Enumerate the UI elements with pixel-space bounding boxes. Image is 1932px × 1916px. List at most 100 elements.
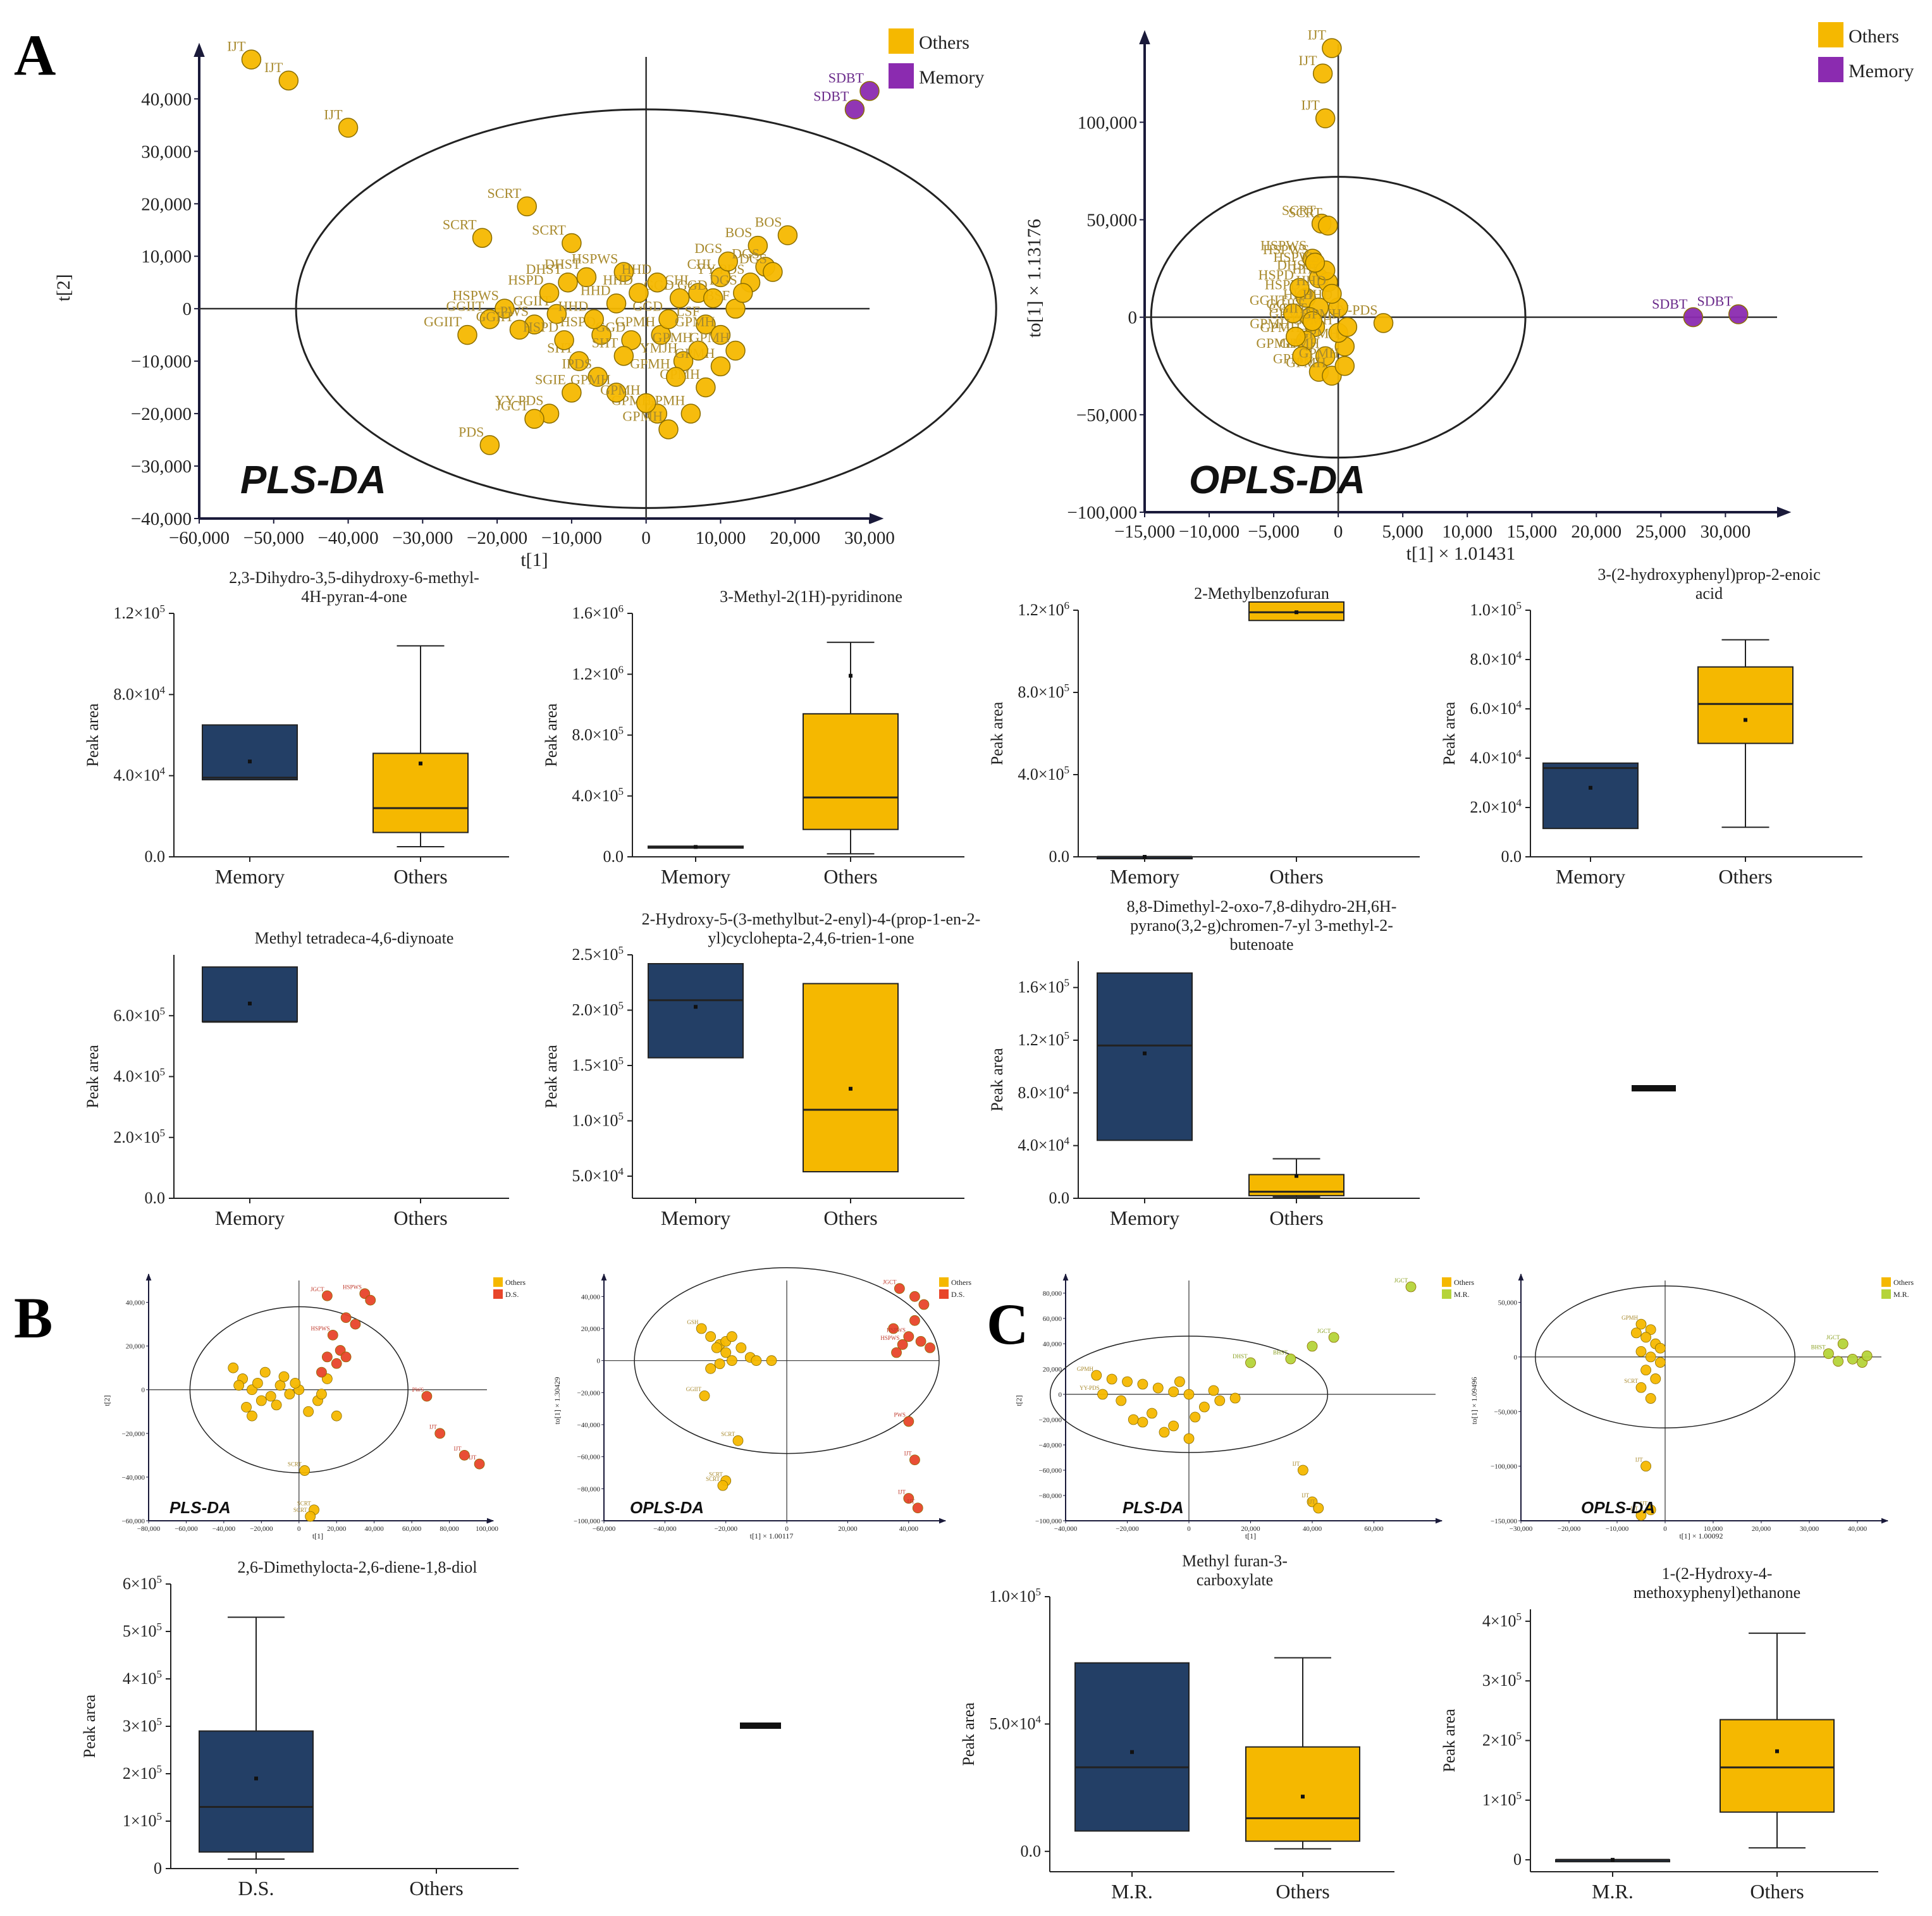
point-others xyxy=(1208,1385,1219,1396)
x-tick-label: −40,000 xyxy=(1054,1525,1078,1533)
x-tick-label: −20,000 xyxy=(1116,1525,1139,1533)
y-tick-exponent: 5 xyxy=(1064,682,1070,694)
point-label-mr: JGCT xyxy=(1317,1328,1331,1334)
point-label-others: GGIIT xyxy=(446,298,484,314)
point-others xyxy=(576,267,597,288)
point-others xyxy=(696,377,716,398)
legend-label-ds: D.S. xyxy=(505,1290,519,1299)
point-others xyxy=(1198,1401,1210,1413)
y-tick-label: 6×105 xyxy=(123,1573,162,1593)
point-others xyxy=(1318,216,1338,236)
y-tick-label: 3×105 xyxy=(123,1716,162,1735)
y-tick-label: 8.0×105 xyxy=(1018,682,1069,701)
y-tick-exponent: 5 xyxy=(157,1716,163,1728)
point-others xyxy=(1315,108,1336,128)
y-tick-label: 20,000 xyxy=(581,1325,601,1333)
y-tick-exponent: 5 xyxy=(1517,1790,1522,1802)
y-tick-exponent: 5 xyxy=(157,1621,163,1633)
point-others xyxy=(316,1389,327,1400)
point-ds xyxy=(421,1391,433,1402)
point-label-others: SCRT xyxy=(443,217,477,233)
y-tick-label: 10,000 xyxy=(141,247,192,267)
y-tick-label: 6.0×104 xyxy=(1470,698,1522,718)
legend-label-others: Others xyxy=(1849,26,1899,47)
legend-swatch-mr xyxy=(1442,1289,1451,1299)
boxplot-A-box1: 0.0 4.0×104 8.0×104 1.2×105 Peak area 2,3-Dih… xyxy=(83,568,509,888)
y-axis-title: Peak area xyxy=(83,1045,102,1108)
x-tick-label: −20,000 xyxy=(250,1525,273,1533)
point-others xyxy=(1322,283,1342,304)
point-others xyxy=(233,1380,245,1391)
y-tick-label: 1×105 xyxy=(123,1810,162,1830)
point-others xyxy=(1635,1346,1647,1357)
point-others xyxy=(1635,1382,1647,1393)
point-others xyxy=(303,1406,314,1417)
x-tick-label: 30,000 xyxy=(1700,522,1750,542)
point-label-memory: SDBT xyxy=(1697,293,1733,309)
point-others xyxy=(766,1355,777,1366)
y-axis-title: Peak area xyxy=(542,703,560,767)
point-label-ds: PWS xyxy=(412,1387,424,1393)
x-tick-label: −20,000 xyxy=(714,1525,737,1533)
plot-title: PLS-DA xyxy=(1123,1498,1184,1517)
point-label-ds: IJT xyxy=(429,1424,437,1430)
mean-marker xyxy=(1589,785,1592,790)
y-tick-label: 80,000 xyxy=(1043,1290,1062,1298)
y-tick-label: 0.0 xyxy=(145,1189,166,1207)
point-others xyxy=(710,356,731,377)
x-category-label: Others xyxy=(1750,1880,1804,1903)
box-group-a xyxy=(648,963,744,1059)
y-tick-label: 0.0 xyxy=(1049,1189,1070,1207)
point-label-others: SCRT xyxy=(293,1507,307,1513)
y-tick-label: 50,000 xyxy=(1498,1299,1518,1307)
point-others xyxy=(241,1401,252,1413)
point-ds xyxy=(321,1351,333,1363)
point-ds xyxy=(365,1294,376,1306)
x-category-label: M.R. xyxy=(1111,1880,1153,1903)
y-tick-label: 1.2×105 xyxy=(1018,1029,1069,1049)
y-tick-exponent: 5 xyxy=(1064,1029,1070,1041)
point-others xyxy=(705,1331,717,1342)
y-tick-label: 4.0×105 xyxy=(113,1066,165,1086)
x-tick-label: 100,000 xyxy=(476,1525,498,1533)
y-tick-exponent: 5 xyxy=(160,1005,166,1017)
point-label-others: IJT xyxy=(1301,1492,1309,1499)
point-others xyxy=(299,1465,311,1476)
point-label-others: DHST xyxy=(545,256,581,272)
mean-marker xyxy=(1611,1858,1615,1862)
charts-layer: −60,000 −50,000 −40,000 −30,000 −20,000 −10,0… xyxy=(53,22,1914,1903)
y-tick-label: 0 xyxy=(1128,308,1138,328)
y-tick-label: 5.0×104 xyxy=(989,1713,1041,1733)
box-title-line: 8,8-Dimethyl-2-oxo-7,8-dihydro-2H,6H- xyxy=(1127,897,1397,916)
x-axis-title: t[1] × 1.00092 xyxy=(1679,1532,1723,1540)
legend-label-others: Others xyxy=(1893,1278,1914,1287)
point-label-others: DGS xyxy=(739,251,767,267)
y-tick-exponent: 5 xyxy=(1517,1611,1522,1623)
y-tick-label: −60,000 xyxy=(122,1518,145,1525)
y-axis-arrow xyxy=(601,1273,607,1280)
legend-swatch-memory xyxy=(889,63,914,89)
y-tick-label: 0 xyxy=(154,1859,162,1877)
point-label-others: IJT xyxy=(1308,1499,1315,1505)
point-others xyxy=(1190,1411,1201,1423)
point-mr xyxy=(1861,1350,1873,1361)
y-axis-title: Peak area xyxy=(1440,701,1458,765)
point-label-others: HSPD xyxy=(523,319,558,335)
x-tick-label: 10,000 xyxy=(1442,522,1492,542)
point-others xyxy=(606,383,627,403)
x-tick-label: −40,000 xyxy=(318,528,379,548)
x-tick-label: −80,000 xyxy=(137,1525,161,1533)
point-label-others: HHD xyxy=(558,298,589,314)
point-others xyxy=(751,1355,762,1366)
empty-plot-bar xyxy=(1632,1085,1676,1091)
point-others xyxy=(1645,1393,1656,1404)
point-label-others: DGS xyxy=(710,272,737,288)
mean-marker xyxy=(419,761,422,766)
y-tick-exponent: 4 xyxy=(618,1165,624,1177)
x-tick-label: −15,000 xyxy=(1114,522,1175,542)
point-others xyxy=(710,324,731,345)
y-tick-label: 3×105 xyxy=(1482,1670,1522,1690)
point-label-others: HSPWS xyxy=(1263,242,1309,257)
point-others xyxy=(517,196,537,217)
point-others xyxy=(1640,1365,1652,1376)
